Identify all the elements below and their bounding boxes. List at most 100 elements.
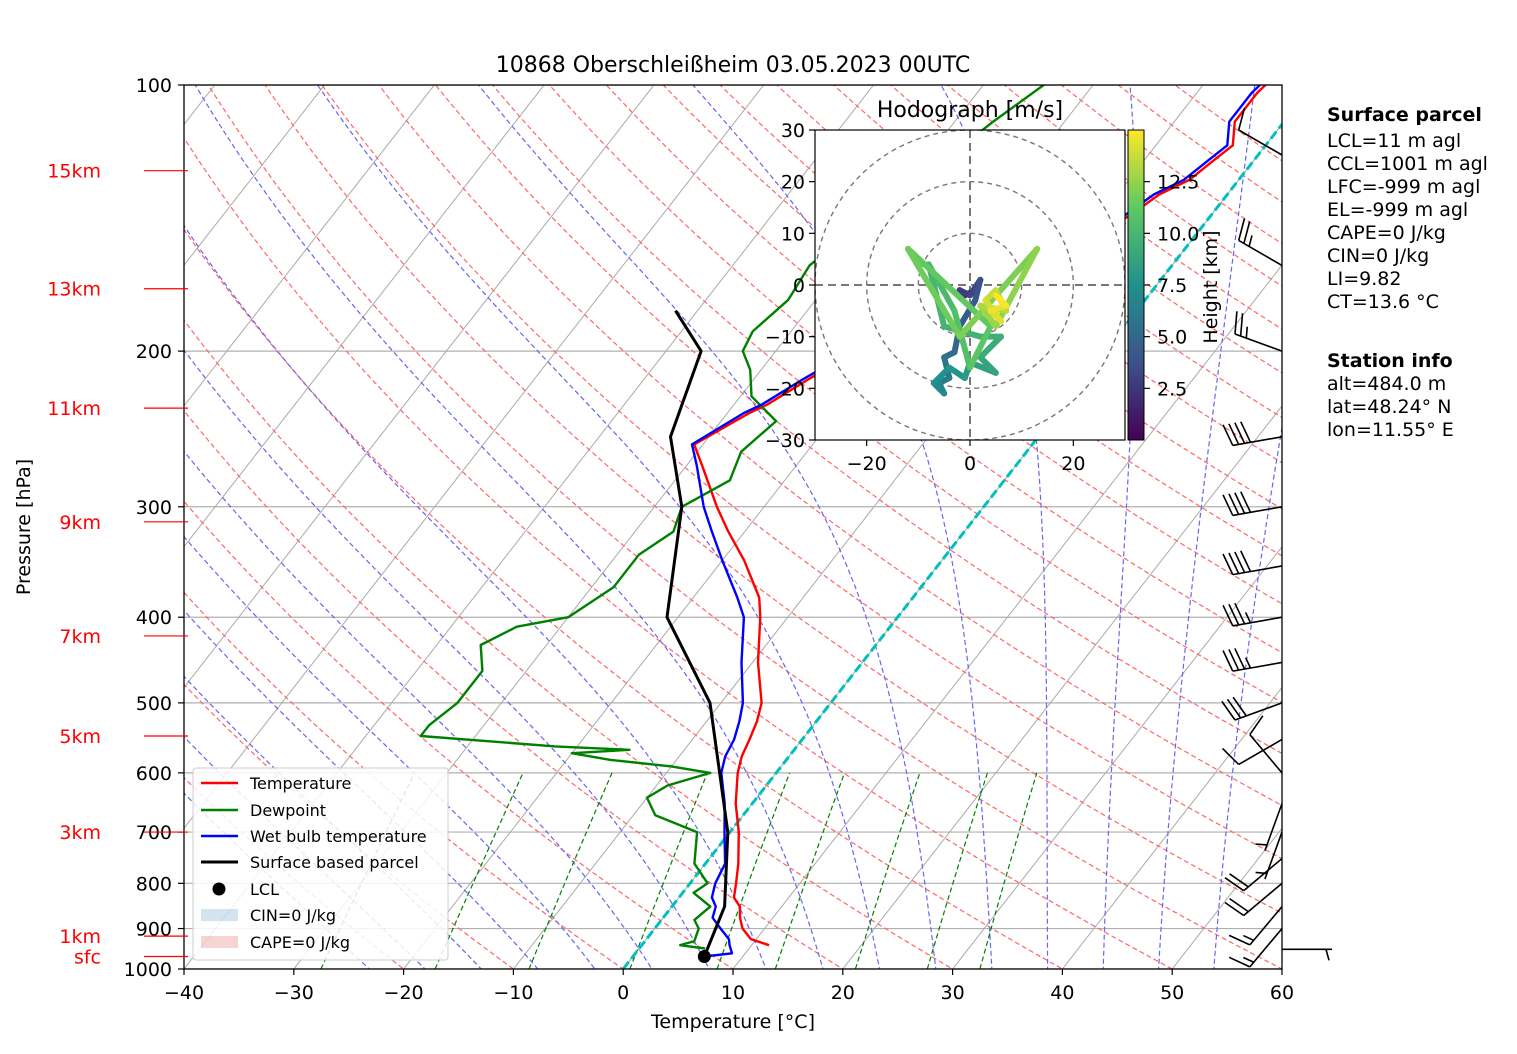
pressure-tick-label: 100 [136, 75, 172, 97]
dry-adiabat [184, 136, 1174, 969]
mixing-ratio-line [854, 772, 921, 969]
isotherm [184, 85, 435, 407]
moist-adiabat [184, 609, 539, 969]
isotherm [1171, 827, 1282, 969]
dry-adiabat [207, 85, 1282, 969]
station-info-title: Station info [1327, 350, 1453, 372]
wind-barb [1224, 857, 1283, 892]
mixing-ratio-line [774, 772, 846, 969]
hodograph-segment [992, 292, 1010, 309]
series-wet-bulb-temperature [690, 85, 1262, 958]
x-tick-label: 60 [1270, 982, 1294, 1004]
lcl-marker [697, 950, 711, 964]
mixing-ratio-line [434, 772, 524, 969]
pressure-tick-label: 700 [136, 822, 172, 844]
moist-adiabat [184, 224, 767, 969]
pressure-tick-label: 1000 [124, 959, 172, 981]
colorbar-ticks: 2.5 5.0 7.5 10.0 12.5 [1144, 172, 1199, 400]
x-tick-label: 20 [831, 982, 855, 1004]
colorbar-tick-label: 7.5 [1157, 275, 1187, 297]
dry-adiabat [434, 85, 1282, 755]
legend-label-cin: CIN=0 J/kg [250, 906, 336, 925]
mixing-ratio-line [629, 772, 708, 969]
height-label: 13km [47, 279, 101, 301]
height-label: 1km [59, 926, 101, 948]
wind-barb [1228, 928, 1283, 968]
dry-adiabat [321, 85, 1282, 860]
chart-title: 10868 Oberschleißheim 03.05.2023 00UTC [496, 53, 971, 78]
x-tick-label: −40 [164, 982, 204, 1004]
info-panel: Surface parcel LCL=11 m agl CCL=1001 m a… [1327, 104, 1488, 441]
hodograph-y-label: −30 [765, 430, 805, 452]
hodograph-ticks: −30 −20 −10 0 10 20 30 −20 0 20 [765, 120, 1086, 475]
x-tick-label: 0 [617, 982, 629, 1004]
colorbar-tick-label: 10.0 [1157, 223, 1199, 245]
moist-adiabat [940, 85, 1049, 969]
series-surface-based-parcel [665, 309, 730, 958]
mixing-ratio-line [926, 772, 988, 969]
x-tick-label: 30 [941, 982, 965, 1004]
hodograph-segment [967, 323, 994, 371]
hodograph-y-label: 20 [781, 172, 805, 194]
x-tick-label: 40 [1050, 982, 1074, 1004]
wind-barb [1222, 648, 1283, 672]
height-label: 11km [47, 398, 101, 420]
hodograph-segment [951, 307, 973, 371]
isotherm [184, 85, 326, 266]
height-label: 9km [59, 512, 101, 534]
pressure-tick-label: 200 [136, 341, 172, 363]
legend-label-parcel: Surface based parcel [250, 853, 419, 872]
legend-label-wetbulb: Wet bulb temperature [250, 827, 427, 846]
info-alt: alt=484.0 m [1327, 373, 1446, 395]
pressure-tick-label: 500 [136, 693, 172, 715]
legend-label-lcl: LCL [250, 880, 279, 899]
info-lon: lon=11.55° E [1327, 419, 1454, 441]
moist-adiabat [1102, 85, 1137, 969]
mixing-ratio-line [979, 772, 1038, 969]
info-li: LI=9.82 [1327, 268, 1401, 290]
moist-adiabat [692, 85, 993, 969]
moist-adiabat [184, 349, 710, 969]
info-ct: CT=13.6 °C [1327, 291, 1439, 313]
dry-adiabat [378, 85, 1282, 807]
hodograph-segment [977, 333, 1004, 361]
colorbar [1127, 129, 1145, 441]
y-axis-label: Pressure [hPa] [13, 459, 35, 595]
dry-adiabat [184, 228, 1064, 969]
legend-swatch-lcl [212, 882, 226, 896]
hodograph-x-label: 20 [1061, 453, 1085, 475]
legend: Temperature Dewpoint Wet bulb temperatur… [192, 767, 449, 961]
isotherm [184, 85, 545, 548]
moist-adiabat [1157, 85, 1256, 969]
isotherm [184, 85, 655, 689]
pressure-tick-label: 900 [136, 919, 172, 941]
isotherm [0, 65, 10, 987]
moist-adiabat [184, 535, 596, 969]
info-lat: lat=48.24° N [1327, 396, 1451, 418]
wind-barb [1234, 311, 1283, 352]
wind-barb [1221, 696, 1283, 721]
moist-adiabat [194, 85, 824, 969]
hodograph-segment [977, 354, 999, 376]
pressure-tick-label: 600 [136, 763, 172, 785]
info-lcl: LCL=11 m agl [1327, 130, 1461, 152]
legend-box [192, 767, 449, 961]
height-label: 7km [59, 626, 101, 648]
wind-barb [1222, 421, 1283, 447]
pressure-tick-label: 800 [136, 873, 172, 895]
x-tick-label: 50 [1160, 982, 1184, 1004]
wind-barbs [1221, 107, 1332, 968]
colorbar-tick-label: 2.5 [1157, 378, 1187, 400]
hodograph-segment [930, 364, 953, 387]
moist-adiabat [316, 85, 881, 969]
height-label: 15km [47, 161, 101, 183]
height-label: 3km [59, 822, 101, 844]
info-ccl: CCL=1001 m agl [1327, 153, 1488, 175]
legend-label-dewpoint: Dewpoint [250, 801, 326, 820]
hodograph-title: Hodograph [m/s] [877, 98, 1063, 123]
info-el: EL=-999 m agl [1327, 199, 1468, 221]
dry-adiabat [491, 85, 1282, 704]
wind-barb [1224, 882, 1283, 917]
pressure-tick-label: 400 [136, 607, 172, 629]
